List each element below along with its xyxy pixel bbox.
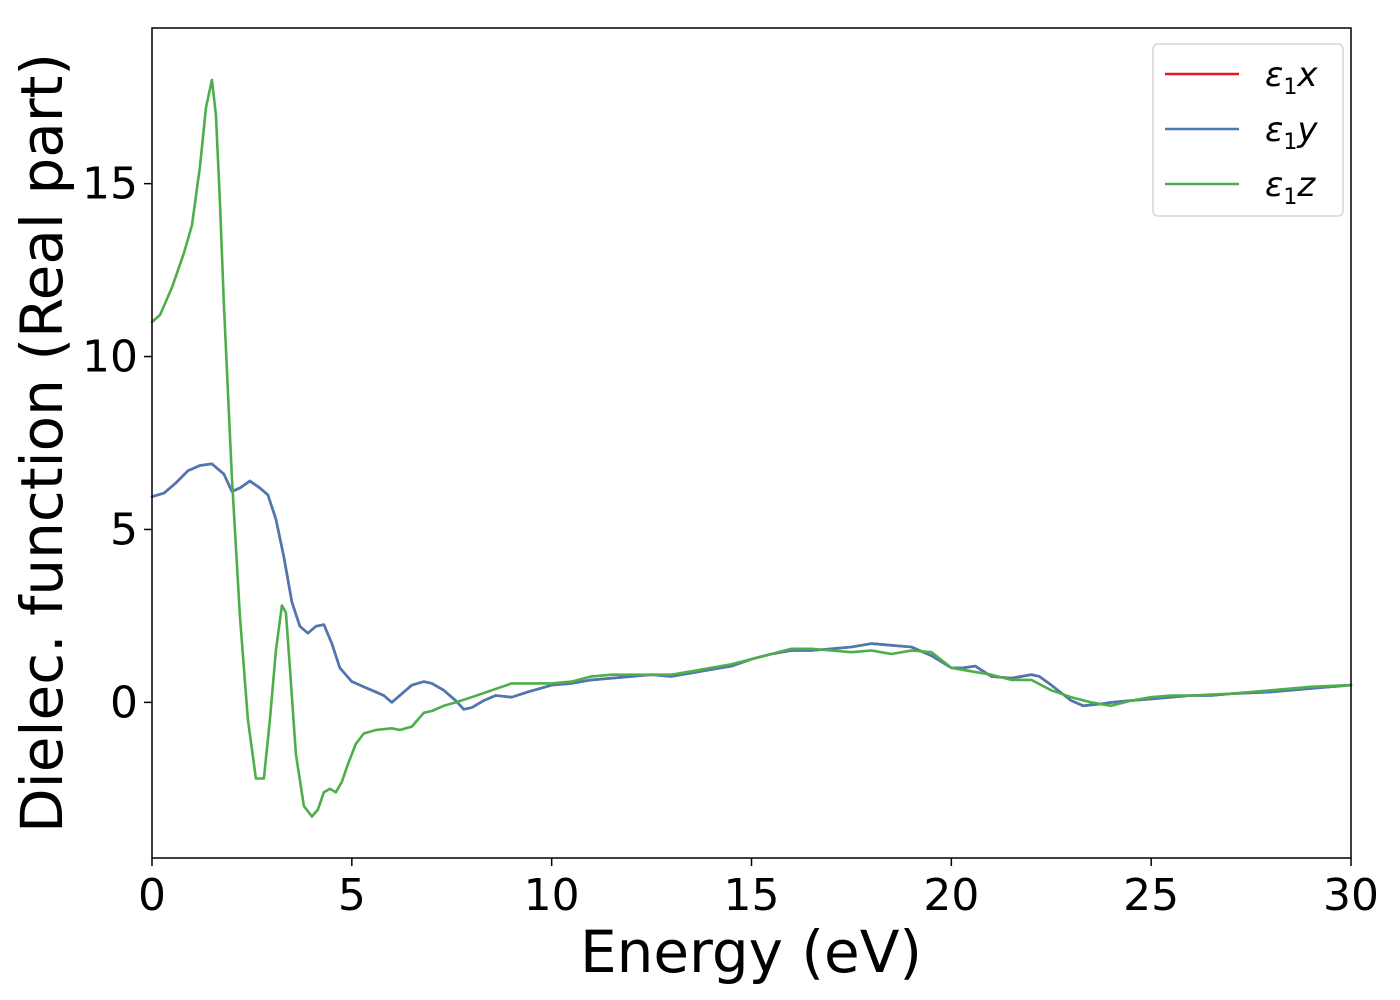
x-axis-ticks: 0 5 10 15 20 25 30 [138, 858, 1379, 921]
x-tick-label: 20 [923, 870, 979, 921]
x-tick-label: 30 [1323, 870, 1379, 921]
legend-label-y: ε1y [1265, 110, 1318, 155]
legend-label-z: ε1z [1265, 165, 1316, 210]
legend-label-x: ε1x [1265, 55, 1318, 100]
series-line-x [150, 462, 1353, 711]
x-tick-label: 5 [338, 870, 366, 921]
y-tick-label: 0 [110, 677, 138, 728]
y-tick-label: 10 [82, 332, 138, 383]
legend-box [1152, 43, 1344, 217]
legend: ε1x ε1y ε1z [1152, 43, 1344, 217]
x-tick-label: 15 [724, 870, 780, 921]
series-line-y [150, 462, 1353, 711]
y-axis-ticks: 0 5 10 15 [82, 159, 152, 728]
series-line-z [150, 78, 1353, 818]
y-tick-label: 15 [82, 159, 138, 210]
y-axis-title: Dielec. function (Real part) [8, 53, 76, 833]
x-tick-label: 25 [1123, 870, 1179, 921]
x-tick-label: 10 [524, 870, 580, 921]
series-lines [150, 78, 1353, 818]
x-tick-label: 0 [138, 870, 166, 921]
y-tick-label: 5 [110, 504, 138, 555]
x-axis-title: Energy (eV) [580, 918, 922, 986]
